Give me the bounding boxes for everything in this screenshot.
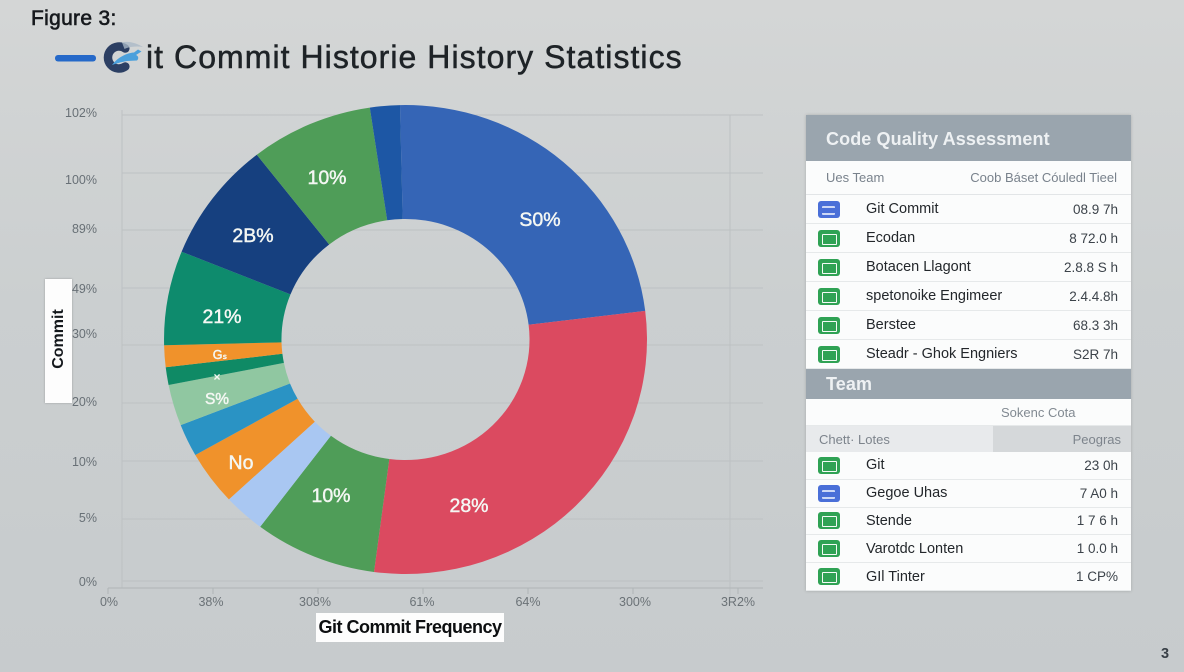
svg-text:64%: 64%	[515, 595, 540, 609]
svg-text:2B%: 2B%	[232, 225, 273, 247]
svg-text:5%: 5%	[79, 511, 97, 525]
svg-text:20%: 20%	[72, 395, 97, 409]
svg-text:0%: 0%	[79, 575, 97, 589]
svg-text:No: No	[229, 452, 254, 474]
svg-text:3R2%: 3R2%	[721, 595, 755, 609]
svg-text:38%: 38%	[198, 595, 223, 609]
svg-text:61%: 61%	[409, 595, 434, 609]
svg-text:10%: 10%	[72, 455, 97, 469]
svg-text:S0%: S0%	[519, 209, 560, 231]
svg-text:10%: 10%	[311, 485, 350, 507]
svg-text:0%: 0%	[100, 595, 118, 609]
svg-text:300%: 300%	[619, 595, 651, 609]
svg-text:30%: 30%	[72, 327, 97, 341]
svg-text:100%: 100%	[65, 173, 97, 187]
svg-text:49%: 49%	[72, 282, 97, 296]
svg-text:10%: 10%	[307, 167, 346, 189]
svg-text:28%: 28%	[449, 495, 488, 517]
svg-text:102%: 102%	[65, 106, 97, 120]
svg-text:S%: S%	[205, 391, 229, 408]
svg-text:89%: 89%	[72, 222, 97, 236]
svg-text:308%: 308%	[299, 595, 331, 609]
svg-text:Gₛ: Gₛ	[213, 348, 228, 362]
svg-text:21%: 21%	[202, 306, 241, 328]
svg-text:×: ×	[213, 370, 220, 384]
